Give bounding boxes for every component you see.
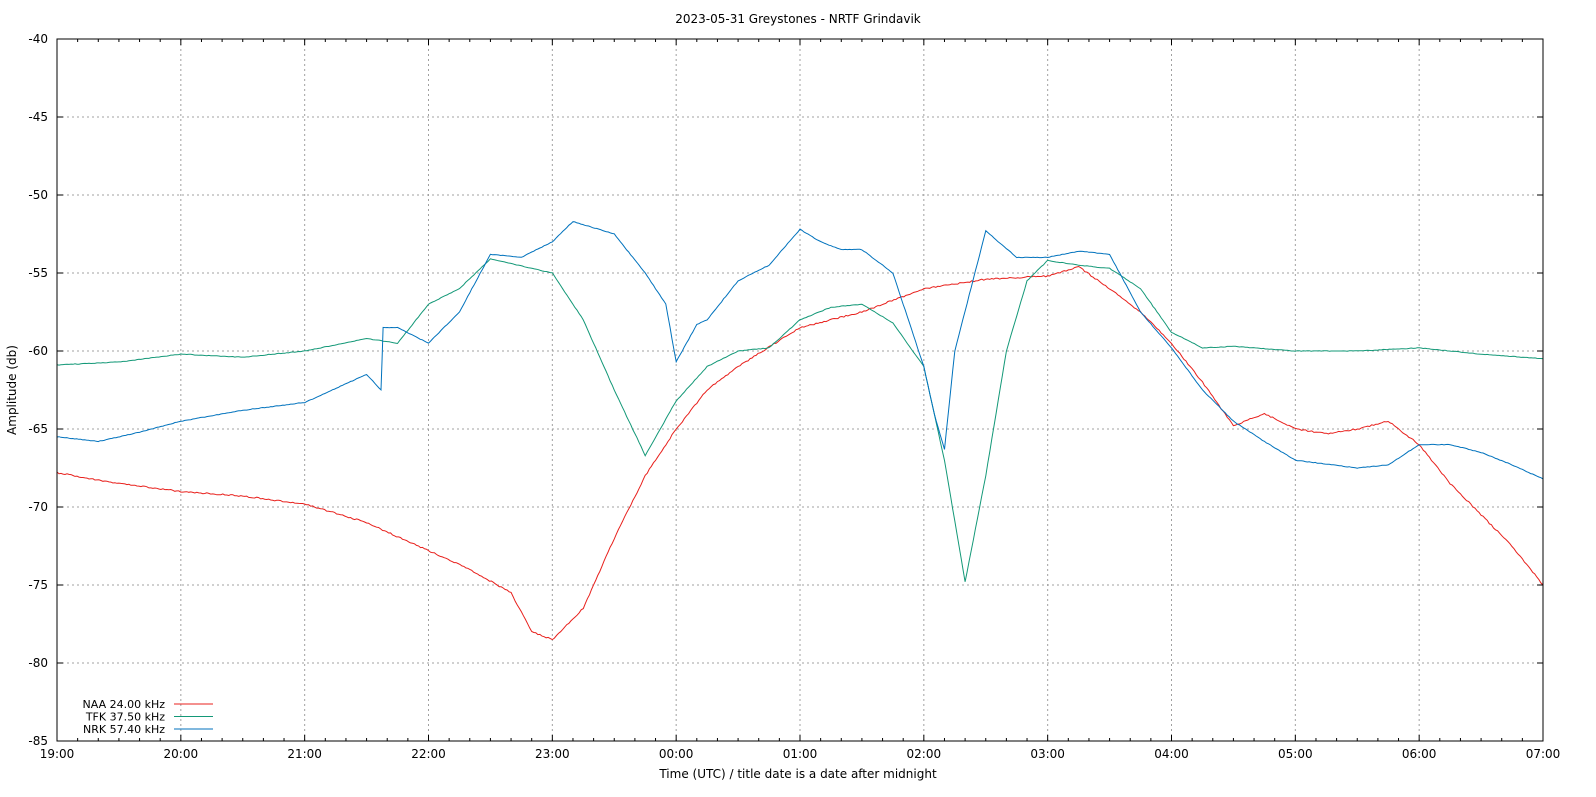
y-tick-label: -45 bbox=[28, 110, 48, 124]
x-tick-label: 23:00 bbox=[535, 747, 570, 761]
y-tick-label: -70 bbox=[28, 500, 48, 514]
x-tick-label: 02:00 bbox=[907, 747, 942, 761]
legend-label: NAA 24.00 kHz bbox=[83, 698, 166, 711]
y-tick-label: -65 bbox=[28, 422, 48, 436]
x-tick-label: 20:00 bbox=[164, 747, 199, 761]
series-line-naa bbox=[56, 265, 1544, 641]
x-tick-label: 01:00 bbox=[783, 747, 818, 761]
y-axis-label: Amplitude (db) bbox=[5, 345, 19, 435]
tick-labels-layer: 19:00 20:00 21:00 22:00 23:00 00:00 01:00 02:00… bbox=[28, 32, 1560, 761]
x-tick-label: 21:00 bbox=[287, 747, 322, 761]
series-line-nrk bbox=[56, 221, 1544, 480]
grid-layer bbox=[57, 39, 1543, 741]
y-tick-label: -85 bbox=[28, 734, 48, 748]
y-tick-label: -50 bbox=[28, 188, 48, 202]
y-tick-label: -40 bbox=[28, 32, 48, 46]
chart-title: 2023-05-31 Greystones - NRTF Grindavik bbox=[675, 12, 921, 26]
x-tick-label: 05:00 bbox=[1278, 747, 1313, 761]
y-tick-label: -80 bbox=[28, 656, 48, 670]
series-line-tfk bbox=[56, 258, 1544, 582]
x-tick-label: 03:00 bbox=[1030, 747, 1065, 761]
x-tick-label: 07:00 bbox=[1526, 747, 1561, 761]
x-tick-label: 04:00 bbox=[1154, 747, 1189, 761]
x-tick-label: 00:00 bbox=[659, 747, 694, 761]
axes-layer bbox=[56, 38, 1544, 742]
plot-frame bbox=[56, 38, 1544, 742]
series-layer bbox=[56, 221, 1544, 641]
x-tick-label: 19:00 bbox=[40, 747, 75, 761]
x-axis-label: Time (UTC) / title date is a date after … bbox=[658, 767, 937, 781]
y-tick-label: -55 bbox=[28, 266, 48, 280]
legend-label: NRK 57.40 kHz bbox=[83, 723, 165, 736]
legend-label: TFK 37.50 kHz bbox=[85, 711, 165, 724]
y-tick-label: -75 bbox=[28, 578, 48, 592]
y-tick-label: -60 bbox=[28, 344, 48, 358]
x-tick-label: 22:00 bbox=[411, 747, 446, 761]
x-tick-label: 06:00 bbox=[1402, 747, 1437, 761]
